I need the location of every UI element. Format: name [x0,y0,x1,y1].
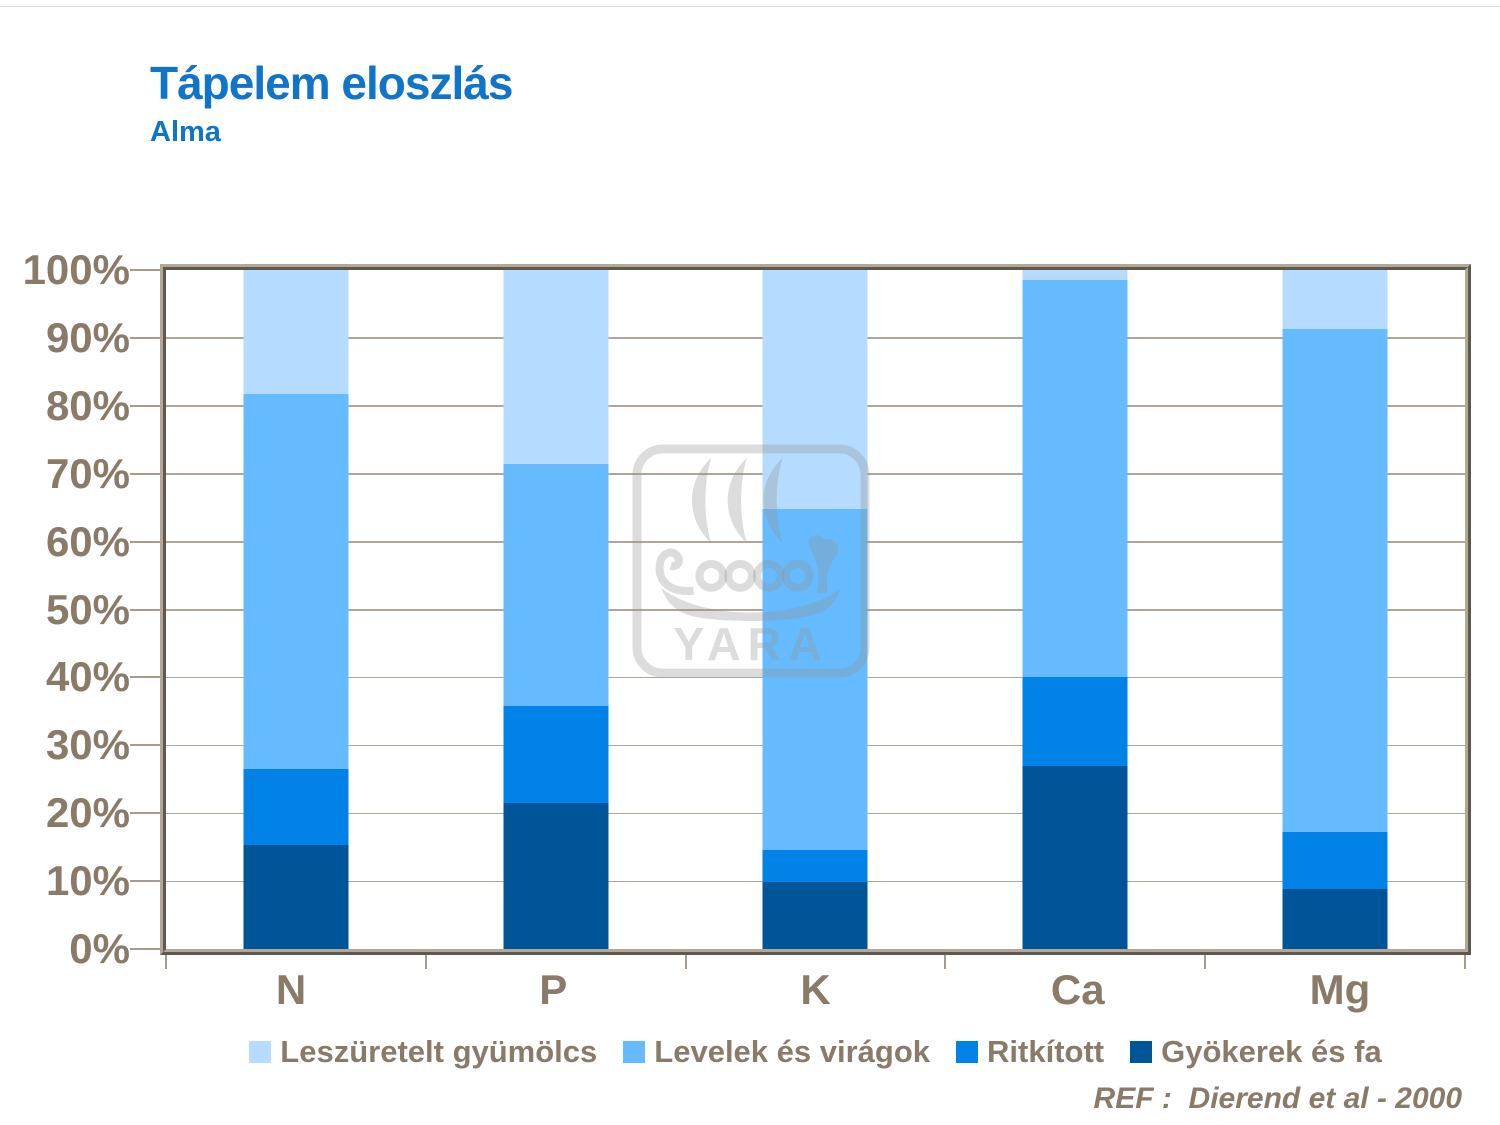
bar-segment [1282,831,1388,890]
y-tick [130,948,160,950]
x-axis-label-Ca: Ca [1050,966,1105,1013]
bar-segment [762,849,868,883]
y-axis-label: 100% [22,246,130,293]
y-axis-label: 0% [69,925,130,972]
bar-segment [503,463,609,706]
x-tick [1464,955,1466,969]
y-axis-labels: 0% 10% 20% 30% 40% 50% 60% 70% 80% 90% 100% [0,249,130,970]
y-tick [130,676,160,679]
x-tick [684,955,687,969]
bar-segment [243,393,349,770]
bar-slot-N [166,270,426,949]
stacked-bar-Mg [1282,270,1388,949]
x-axis-label-P: P [539,966,568,1013]
bar-segment [503,270,609,464]
bar-segment [762,509,868,850]
y-axis-label: 10% [45,857,130,905]
stacked-bar-P [503,270,609,949]
stacked-bar-Ca [1022,270,1128,949]
slide-top-divider [0,6,1500,7]
y-tick [130,404,160,407]
bar-segment [503,803,609,949]
x-tick [944,955,947,969]
bar-segment [762,882,868,949]
y-tick [130,608,160,611]
legend-label: Ritkított [987,1034,1105,1069]
plot-area: YARA [130,264,1471,969]
legend-label: Levelek és virágok [654,1034,931,1069]
x-tick [424,955,427,969]
legend-item: Leszüretelt gyümölcs [249,1034,597,1070]
y-axis-label: 80% [45,381,130,429]
y-tick [130,269,160,271]
legend-swatch [1130,1041,1153,1063]
y-axis-label: 90% [45,313,130,361]
y-axis-label: 20% [45,789,130,837]
bar-segment [762,270,868,510]
y-tick [130,880,160,883]
bar-slot-K [686,270,946,949]
bar-segment [243,845,349,949]
bar-slot-P [426,270,686,949]
y-axis-label: 70% [45,449,130,497]
x-axis-label-Mg: Mg [1309,966,1371,1013]
y-tick [130,336,160,339]
bar-segment [243,769,349,846]
y-axis-label: 30% [45,721,130,769]
y-axis-label: 40% [45,653,130,701]
chart-subtitle: Alma [150,116,221,148]
legend-label: Leszüretelt gyümölcs [280,1034,598,1069]
legend-item: Ritkított [956,1034,1104,1070]
y-axis-label: 60% [45,517,130,565]
legend-item: Gyökerek és fa [1130,1034,1382,1070]
x-axis-labels: N P K Ca Mg [160,966,1471,1014]
legend-swatch [249,1041,272,1063]
y-tick [130,812,160,815]
y-tick [130,540,160,543]
bar-segment [1022,270,1128,281]
y-tick [130,472,160,475]
legend-item: Levelek és virágok [623,1034,930,1070]
stacked-bar-N [243,270,349,949]
reference-text: REF : Dierend et al - 2000 [1093,1082,1462,1115]
bar-segment [1282,270,1388,330]
legend-swatch [956,1041,979,1063]
x-tick [165,955,167,969]
legend-swatch [623,1041,646,1063]
x-axis-label-N: N [275,966,307,1013]
bar-segment [1022,280,1128,678]
legend: Leszüretelt gyümölcs Levelek és virágok Ri… [160,1034,1471,1070]
x-axis-label-K: K [800,966,831,1013]
stacked-bar-K [762,270,868,949]
y-tick [130,744,160,747]
legend-label: Gyökerek és fa [1161,1034,1382,1069]
y-axis-label: 50% [45,585,130,633]
bar-segment [1022,765,1128,949]
bar-segment [1022,677,1128,766]
bar-segment [243,270,349,394]
bar-segment [503,705,609,804]
bar-segment [1282,329,1388,832]
bar-slot-Mg [1205,270,1465,949]
bar-slot-Ca [945,270,1205,949]
bar-segment [1282,889,1388,949]
chart-title: Tápelem eloszlás [150,57,513,109]
x-tick [1204,955,1207,969]
